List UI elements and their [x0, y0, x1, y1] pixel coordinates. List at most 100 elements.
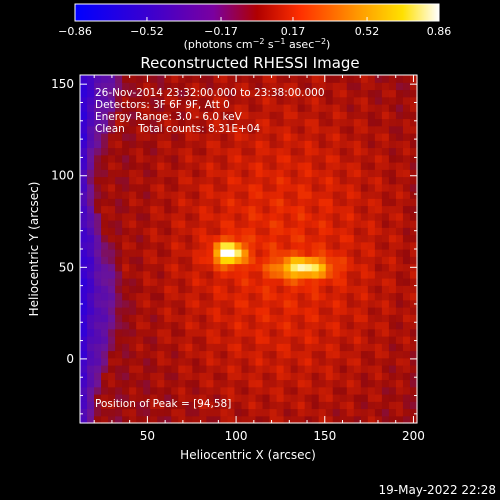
heatmap-cell — [178, 386, 186, 395]
heatmap-cell — [234, 82, 243, 91]
heatmap-cell — [297, 292, 306, 301]
heatmap-cell — [101, 285, 109, 294]
heatmap-cell — [241, 104, 250, 112]
heatmap-cell — [325, 234, 334, 243]
heatmap-cell — [199, 176, 207, 185]
heatmap-cell — [192, 118, 200, 127]
heatmap-cell — [304, 140, 313, 149]
heatmap-cell — [157, 256, 165, 265]
heatmap-cell — [332, 415, 341, 424]
heatmap-cell — [346, 154, 355, 163]
heatmap-cell — [304, 328, 313, 337]
heatmap-cell — [276, 133, 285, 141]
heatmap-cell — [220, 140, 229, 149]
heatmap-cell — [178, 379, 186, 388]
heatmap-cell — [171, 198, 179, 207]
heatmap-cell — [80, 176, 88, 185]
heatmap-cell — [108, 386, 116, 395]
heatmap-cell — [283, 140, 292, 149]
heatmap-cell — [381, 227, 390, 236]
heatmap-cell — [332, 234, 341, 243]
heatmap-cell — [213, 328, 222, 337]
heatmap-cell — [101, 379, 109, 388]
heatmap-cell — [409, 394, 418, 402]
heatmap-cell — [255, 133, 264, 141]
heatmap-cell — [199, 336, 207, 344]
heatmap-cell — [143, 140, 151, 149]
heatmap-cell — [129, 372, 137, 381]
heatmap-cell — [164, 357, 172, 366]
heatmap-cell — [409, 241, 418, 250]
heatmap-cell — [199, 408, 207, 417]
heatmap-cell — [234, 133, 243, 141]
heatmap-cell — [248, 408, 257, 417]
heatmap-cell — [374, 408, 383, 417]
heatmap-cell — [150, 299, 158, 308]
heatmap-cell — [80, 292, 88, 301]
heatmap-cell — [164, 234, 172, 243]
heatmap-cell — [360, 314, 369, 323]
heatmap-cell — [241, 227, 250, 236]
heatmap-cell — [143, 372, 151, 381]
heatmap-cell — [325, 89, 334, 98]
heatmap-cell — [325, 183, 334, 192]
heatmap-cell — [283, 372, 292, 381]
heatmap-cell — [122, 386, 130, 395]
heatmap-cell — [283, 212, 292, 221]
heatmap-cell — [108, 96, 116, 105]
heatmap-cell — [395, 249, 404, 257]
heatmap-cell — [311, 321, 320, 330]
heatmap-cell — [164, 147, 172, 156]
heatmap-cell — [255, 82, 264, 91]
heatmap-cell — [353, 386, 362, 395]
heatmap-cell — [241, 82, 250, 91]
heatmap-cell — [108, 82, 116, 91]
heatmap-cell — [122, 133, 130, 141]
heatmap-cell — [115, 198, 123, 207]
heatmap-cell — [402, 394, 411, 402]
heatmap-cell — [185, 299, 193, 308]
heatmap-cell — [241, 314, 250, 323]
heatmap-cell — [213, 125, 222, 134]
heatmap-cell — [297, 394, 306, 402]
heatmap-cell — [220, 75, 229, 83]
heatmap-cell — [283, 328, 292, 337]
heatmap-cell — [199, 118, 207, 127]
heatmap-cell — [402, 321, 411, 330]
heatmap-cell — [395, 183, 404, 192]
annotation-counts: Clean Total counts: 8.31E+04 — [95, 123, 260, 135]
heatmap-cell — [220, 336, 229, 344]
heatmap-cell — [255, 379, 264, 388]
heatmap-cell — [101, 270, 109, 279]
heatmap-cell — [374, 321, 383, 330]
heatmap-cell — [269, 140, 278, 149]
heatmap-cell — [276, 357, 285, 366]
heatmap-cell — [80, 314, 88, 323]
heatmap-cell — [262, 89, 271, 98]
heatmap-cell — [409, 299, 418, 308]
heatmap-cell — [409, 285, 418, 294]
heatmap-cell — [150, 249, 158, 257]
heatmap-cell — [143, 212, 151, 221]
heatmap-cell — [157, 75, 165, 83]
heatmap-cell — [318, 176, 327, 185]
heatmap-cell — [276, 234, 285, 243]
heatmap-cell — [115, 249, 123, 257]
heatmap-cell — [311, 408, 320, 417]
heatmap-cell — [304, 249, 313, 257]
heatmap-cell — [402, 212, 411, 221]
heatmap-cell — [367, 379, 376, 388]
heatmap-cell — [283, 415, 292, 424]
heatmap-cell — [192, 278, 200, 286]
heatmap-cell — [157, 365, 165, 373]
heatmap-cell — [108, 104, 116, 112]
heatmap-cell — [199, 386, 207, 395]
heatmap-cell — [318, 198, 327, 207]
heatmap-cell — [388, 336, 397, 344]
heatmap-cell — [360, 140, 369, 149]
heatmap-cell — [157, 408, 165, 417]
heatmap-cell — [311, 307, 320, 315]
heatmap-cell — [227, 249, 236, 257]
heatmap-cell — [346, 212, 355, 221]
heatmap-cell — [87, 96, 95, 105]
